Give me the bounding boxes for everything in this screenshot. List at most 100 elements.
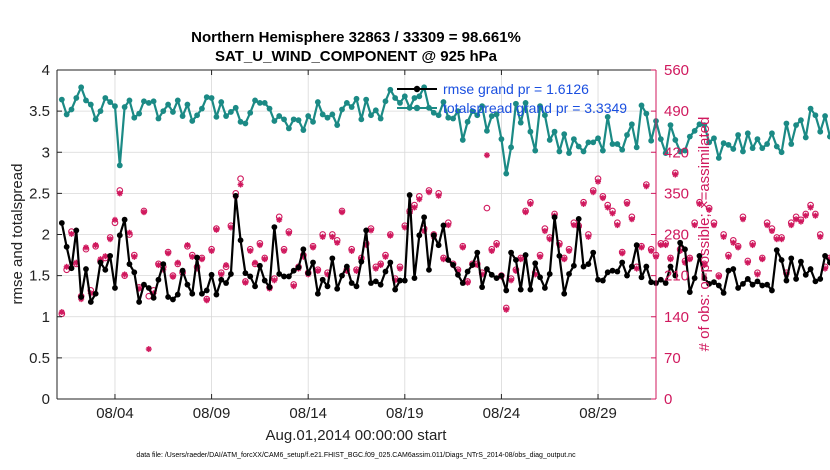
rmse-point — [68, 265, 75, 272]
x-tick-label: 08/24 — [483, 405, 521, 422]
rmse-point — [165, 294, 172, 300]
x-tick-label: 08/14 — [289, 405, 327, 422]
totalspread-point — [609, 141, 616, 147]
rmse-point — [551, 214, 558, 221]
obs-assimilated-point — [425, 189, 432, 196]
obs-assimilated-point — [633, 265, 640, 272]
rmse-point — [754, 278, 761, 285]
legend: rmse grand pr = 1.6126 totalspread grand… — [397, 81, 627, 116]
obs-assimilated-point — [691, 222, 698, 229]
obs-assimilated-point — [372, 265, 379, 272]
totalspread-point — [744, 130, 751, 137]
obs-assimilated-point — [590, 189, 597, 196]
totalspread-point — [102, 95, 109, 101]
y-right-axis-label: # of obs: o=possible; ×=assimilated — [696, 117, 713, 352]
totalspread-point — [783, 120, 790, 127]
totalspread-point — [701, 122, 708, 129]
totalspread-point — [522, 100, 529, 106]
totalspread-point — [377, 115, 384, 122]
totalspread-point — [281, 116, 287, 123]
obs-assimilated-point — [252, 259, 259, 266]
rmse-point — [580, 263, 587, 270]
obs-assimilated-point — [411, 204, 418, 211]
legend-spread-marker — [413, 104, 421, 112]
totalspread-point — [305, 113, 312, 119]
totalspread-point — [295, 117, 302, 124]
totalspread-point — [329, 111, 336, 118]
totalspread-point — [759, 145, 766, 152]
obs-assimilated-point — [624, 200, 631, 207]
rmse-point — [430, 232, 437, 239]
obs-assimilated-point — [768, 227, 775, 234]
obs-assimilated-point — [169, 273, 176, 280]
totalspread-point — [319, 111, 326, 118]
rmse-point — [256, 262, 263, 269]
obs-assimilated-point — [764, 222, 771, 229]
rmse-point — [585, 261, 592, 268]
rmse-point — [363, 227, 370, 234]
totalspread-point — [527, 128, 534, 135]
rmse-point — [648, 279, 655, 286]
rmse-point — [595, 276, 601, 283]
rmse-point — [223, 280, 229, 286]
rmse-point — [532, 260, 539, 267]
totalspread-point — [827, 133, 830, 140]
rmse-point — [798, 258, 804, 265]
totalspread-point — [271, 118, 278, 124]
totalspread-point — [343, 100, 350, 106]
rmse-point — [498, 272, 505, 279]
rmse-point — [228, 271, 234, 277]
obs-assimilated-point — [759, 256, 766, 263]
obs-assimilated-point — [121, 271, 128, 278]
rmse-point — [416, 232, 423, 239]
totalspread-point — [590, 139, 597, 146]
totalspread-point — [778, 149, 785, 156]
obs-assimilated-point — [440, 256, 447, 263]
totalspread-point — [822, 113, 828, 119]
rmse-point — [334, 285, 341, 292]
rmse-point — [266, 284, 273, 291]
legend-rmse-label: rmse grand pr = 1.6126 — [443, 81, 589, 97]
totalspread-point — [276, 113, 283, 119]
obs-assimilated-point — [614, 222, 621, 229]
obs-assimilated-point — [290, 283, 297, 290]
y-right-tick-label: 70 — [664, 350, 681, 367]
totalspread-point — [672, 137, 679, 143]
rmse-point — [401, 277, 408, 284]
obs-assimilated-point — [662, 242, 669, 249]
rmse-point — [232, 192, 239, 199]
rmse-point — [319, 276, 326, 283]
obs-assimilated-point — [517, 256, 524, 263]
rmse-point — [170, 296, 176, 303]
obs-assimilated-point — [667, 256, 674, 263]
rmse-point — [174, 291, 181, 298]
y-left-axis-label: rmse and totalspread — [9, 164, 26, 305]
legend-rmse-marker — [413, 85, 421, 93]
rmse-point — [450, 262, 457, 268]
obs-assimilated-point — [334, 239, 341, 246]
rmse-point — [686, 289, 693, 295]
totalspread-point — [754, 136, 761, 142]
obs-assimilated-point — [493, 242, 500, 249]
obs-assimilated-point — [377, 262, 384, 269]
obs-assimilated-point — [107, 236, 114, 243]
rmse-point — [252, 283, 258, 290]
rmse-point — [179, 267, 186, 274]
totalspread-point — [179, 113, 186, 119]
rmse-point — [706, 280, 713, 287]
obs-assimilated-point — [271, 277, 278, 284]
totalspread-point — [314, 99, 321, 105]
obs-assimilated-point — [203, 297, 210, 304]
rmse-point — [141, 281, 147, 288]
obs-assimilated-point — [464, 279, 471, 286]
obs-assimilated-point — [189, 253, 196, 260]
rmse-series — [58, 192, 830, 305]
obs-assimilated-point — [382, 253, 389, 260]
totalspread-point — [116, 162, 123, 169]
totalspread-point — [73, 95, 80, 101]
obs-assimilated-point — [710, 222, 717, 229]
y-left-tick-label: 0 — [42, 391, 50, 408]
obs-assimilated-point — [198, 256, 205, 263]
rmse-point — [459, 280, 466, 286]
rmse-point — [73, 227, 80, 234]
